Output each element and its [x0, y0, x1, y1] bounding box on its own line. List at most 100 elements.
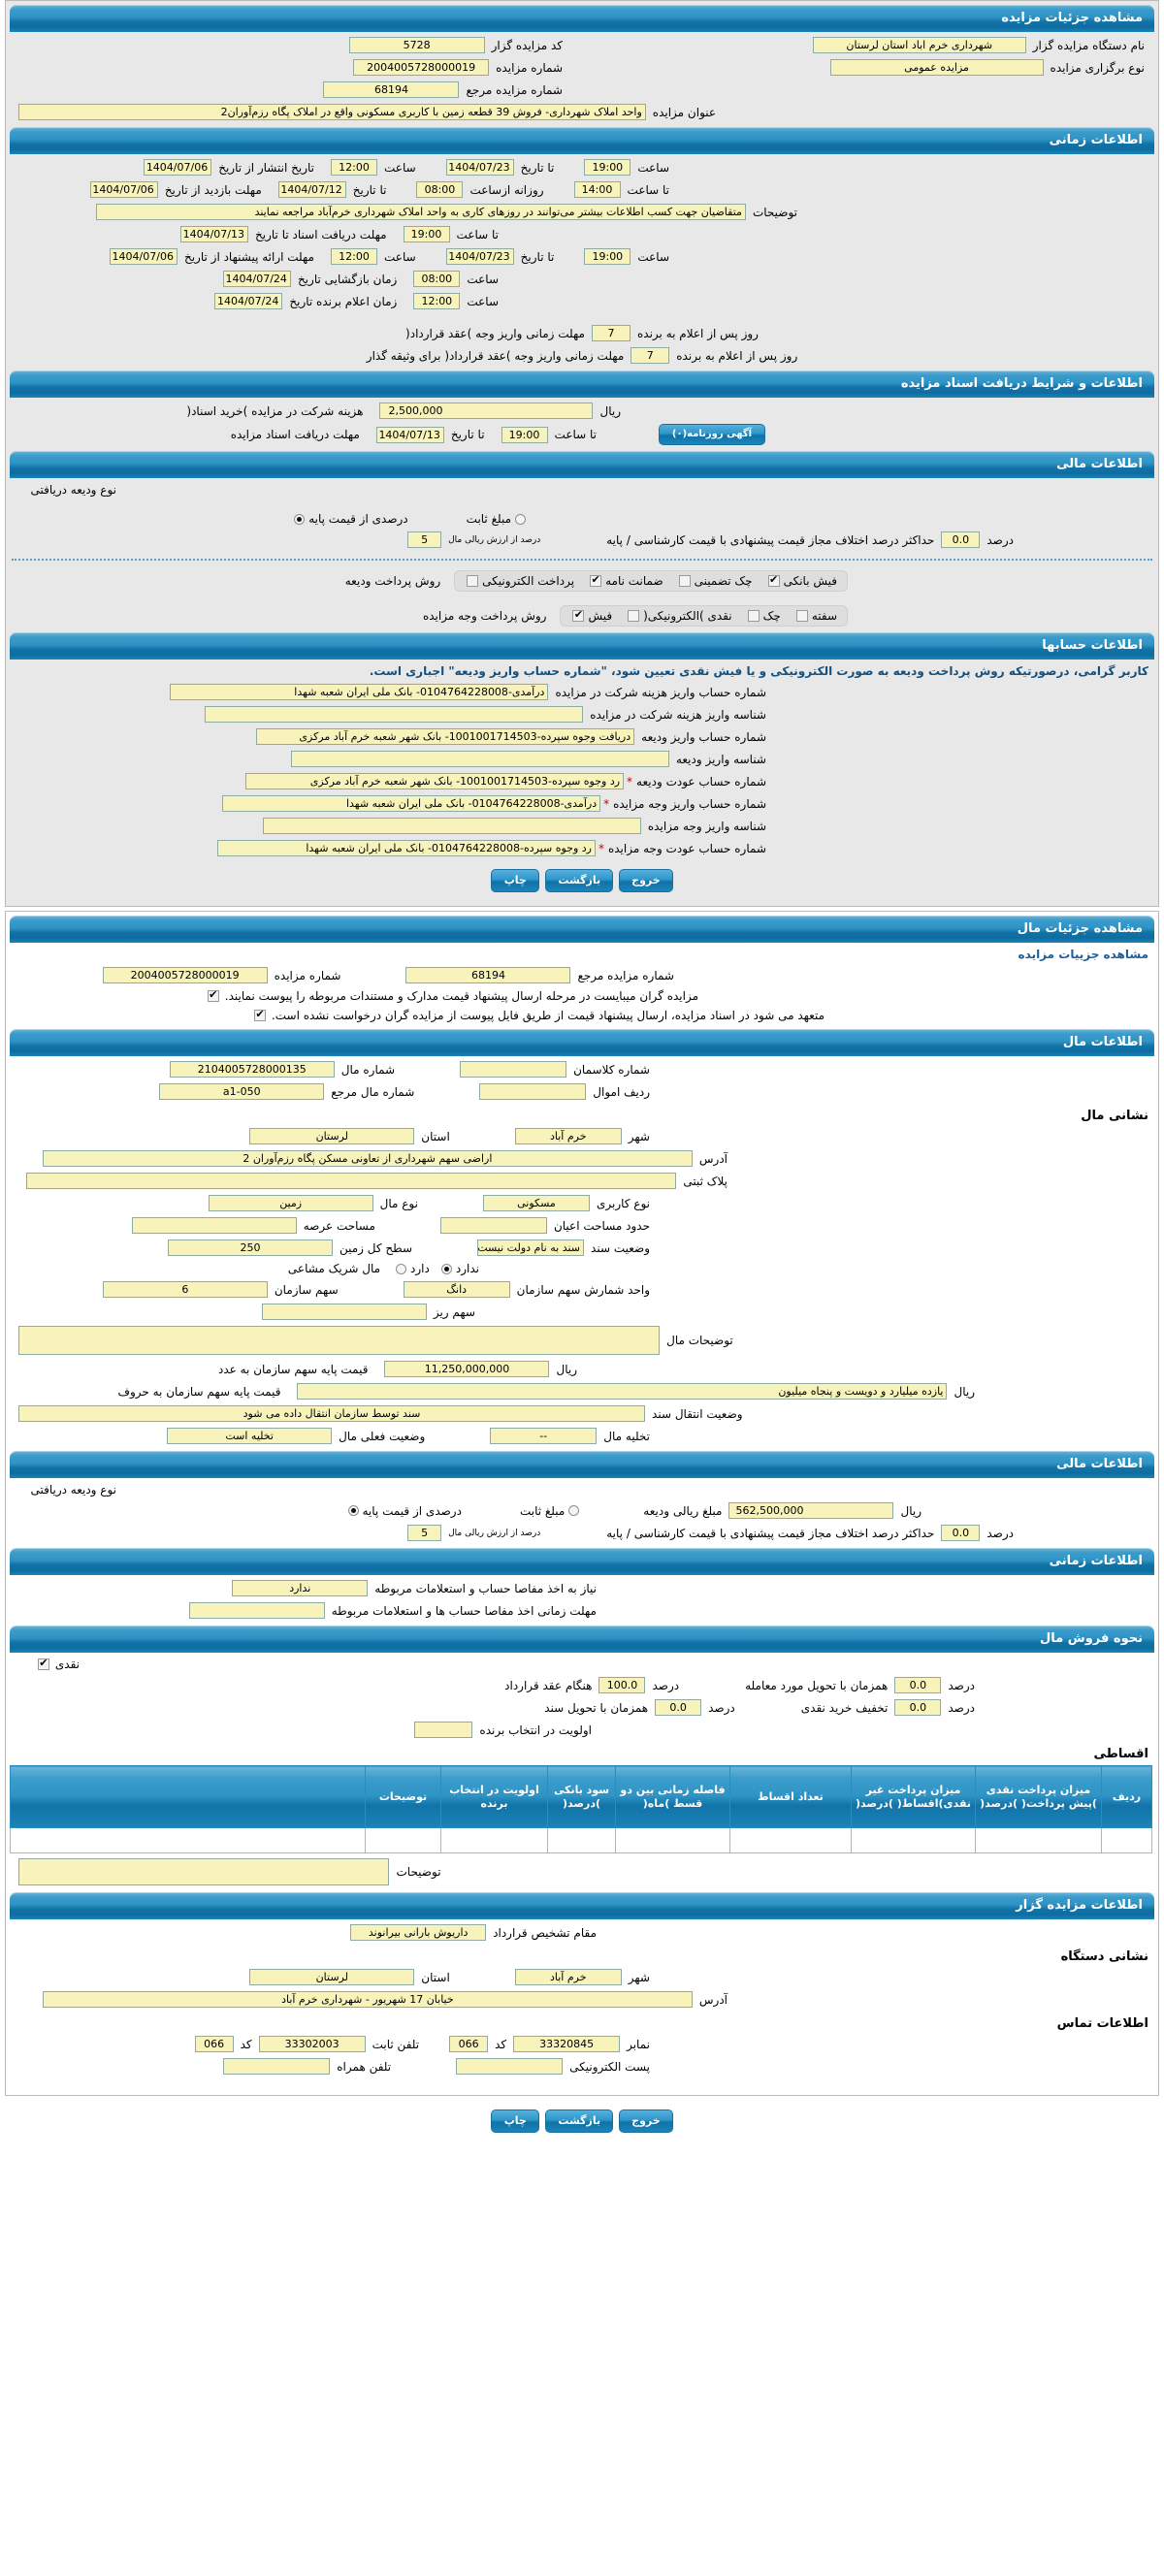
organizer-address-value[interactable]: خیابان 17 شهریور - شهرداری خرم آباد: [42, 1991, 693, 2008]
visit-daily-to[interactable]: 14:00: [573, 181, 621, 198]
docs-fee-value[interactable]: 2,500,000: [379, 402, 594, 419]
account-value-0[interactable]: درآمدی-0104764228008- بانک ملی ایران شعب…: [170, 684, 549, 700]
percent-value[interactable]: 5: [407, 531, 442, 548]
asset-check-2-checkbox[interactable]: [253, 1008, 266, 1021]
max-diff-2-value[interactable]: 0.0: [941, 1525, 981, 1541]
opening-date[interactable]: 1404/07/24: [222, 271, 291, 287]
at-doc-value[interactable]: 0.0: [655, 1699, 702, 1716]
payment-method-receipt[interactable]: فیش: [570, 608, 612, 623]
fixed-amount-2-radio[interactable]: [568, 1505, 580, 1516]
print-button-top[interactable]: چاپ: [491, 869, 540, 892]
landline-value[interactable]: 33302003: [258, 2036, 366, 2052]
winner-time[interactable]: 12:00: [413, 293, 461, 309]
doc-status-value[interactable]: سند به نام دولت نیست: [477, 1240, 585, 1256]
visit-description-value[interactable]: متقاضیان جهت کسب اطلاعات بیشتر می‌توانند…: [95, 204, 746, 220]
priority-value[interactable]: [414, 1722, 473, 1738]
max-diff-value[interactable]: 0.0: [941, 531, 981, 548]
docs-deadline-date-2[interactable]: 1404/07/13: [375, 426, 444, 443]
at-contract-value[interactable]: 100.0: [598, 1677, 646, 1693]
offer-from-date[interactable]: 1404/07/06: [109, 248, 178, 265]
percent-of-base-2-option[interactable]: درصدی از قیمت پایه: [346, 1504, 462, 1518]
email-value[interactable]: [456, 2058, 564, 2075]
percent-of-base-radio[interactable]: [294, 513, 306, 525]
deposit-method-electronic-checkbox[interactable]: [467, 575, 479, 587]
fax-value[interactable]: 33320845: [513, 2036, 621, 2052]
cash-discount-value[interactable]: 0.0: [894, 1699, 942, 1716]
auction-title-value[interactable]: واحد املاک شهرداری- فروش 39 قطعه زمین با…: [18, 104, 646, 120]
payment-method-check-checkbox[interactable]: [747, 610, 760, 622]
building-area-value[interactable]: [439, 1217, 547, 1234]
payment-method-check[interactable]: چک: [746, 609, 781, 623]
fax-code-value[interactable]: 066: [449, 2036, 489, 2052]
shared-hasnot-radio[interactable]: [440, 1263, 452, 1274]
offer-to-time[interactable]: 19:00: [584, 248, 631, 265]
usage-type-value[interactable]: مسکونی: [482, 1195, 590, 1211]
asset-registration-plate-value[interactable]: [26, 1173, 677, 1189]
ref-asset-number-value[interactable]: a1-050: [159, 1083, 325, 1100]
organizer-province-value[interactable]: لرستان: [249, 1969, 415, 1985]
publish-from-date[interactable]: 1404/07/06: [144, 159, 212, 176]
payment-method-cash-checkbox[interactable]: [628, 610, 640, 622]
opening-time[interactable]: 08:00: [413, 271, 461, 287]
fixed-amount-2-option[interactable]: مبلغ ثابت: [520, 1504, 581, 1518]
exit-button-bottom[interactable]: خروج: [619, 2109, 673, 2133]
percent-value-2[interactable]: 5: [407, 1525, 442, 1541]
asset-number-value[interactable]: 2104005728000135: [169, 1061, 335, 1078]
docs-deadline-time-2[interactable]: 19:00: [501, 426, 548, 443]
account-value-6[interactable]: [262, 818, 641, 834]
auction-number-value[interactable]: 2004005728000019: [353, 59, 490, 76]
classroom-number-value[interactable]: [460, 1061, 567, 1078]
asset-address-value[interactable]: اراضی سهم شهرداری از تعاونی مسکن پگاه رز…: [42, 1150, 693, 1167]
newspaper-ad-button[interactable]: آگهی روزنامه(۰): [659, 424, 765, 445]
organizer-city-value[interactable]: خرم آباد: [514, 1969, 622, 1985]
organizer-code-value[interactable]: 5728: [348, 37, 485, 53]
fixed-amount-radio[interactable]: [515, 513, 526, 525]
shared-hasnot-option[interactable]: ندارد: [439, 1262, 479, 1275]
need-clearance-value[interactable]: ندارد: [232, 1580, 369, 1596]
payment-deposit-days[interactable]: 7: [630, 347, 670, 364]
asset-type-value[interactable]: زمین: [208, 1195, 373, 1211]
asset-auction-number-value[interactable]: 2004005728000019: [102, 967, 268, 983]
account-value-2[interactable]: دریافت وجوه سپرده-1001001714503- بانک شه…: [256, 728, 635, 745]
property-row-value[interactable]: [479, 1083, 587, 1100]
contract-authority-value[interactable]: داریوش بارانی بیرانوند: [350, 1924, 487, 1941]
with-handover-value[interactable]: 0.0: [894, 1677, 942, 1693]
payment-method-promissory-checkbox[interactable]: [795, 610, 808, 622]
docs-deadline-time[interactable]: 19:00: [403, 226, 450, 242]
asset-check-1-checkbox[interactable]: [207, 988, 219, 1002]
deposit-method-guarantee-letter[interactable]: ضمانت نامه: [588, 573, 663, 588]
payment-method-cash[interactable]: نقدی )الکترونیکی(: [626, 609, 732, 623]
shared-has-option[interactable]: دارد: [394, 1262, 430, 1275]
visit-to-date[interactable]: 1404/07/12: [277, 181, 346, 198]
winner-date[interactable]: 1404/07/24: [214, 293, 283, 309]
print-button-bottom[interactable]: چاپ: [491, 2109, 540, 2133]
base-price-number-value[interactable]: 11,250,000,000: [384, 1361, 550, 1377]
docs-deadline-date[interactable]: 1404/07/13: [180, 226, 249, 242]
deposit-method-guaranteed-check[interactable]: چک تضمینی: [677, 574, 753, 588]
payment-contract-days[interactable]: 7: [592, 325, 630, 341]
org-share-unit-value[interactable]: دانگ: [403, 1281, 510, 1298]
transfer-status-value[interactable]: سند توسط سازمان انتقال داده می شود: [18, 1405, 646, 1422]
back-button-top[interactable]: بازگشت: [545, 869, 614, 892]
deposit-method-guarantee-letter-checkbox[interactable]: [590, 573, 602, 587]
offer-from-time[interactable]: 12:00: [331, 248, 377, 265]
asset-ref-auction-value[interactable]: 68194: [405, 967, 571, 983]
base-price-words-value[interactable]: یازده میلیارد و دویست و پنجاه میلیون: [297, 1383, 948, 1400]
account-value-7[interactable]: رد وجوه سپرده-0104764228008- بانک ملی ای…: [216, 840, 596, 856]
total-land-value[interactable]: 250: [167, 1240, 333, 1256]
account-value-5[interactable]: درآمدی-0104764228008- بانک ملی ایران شعب…: [222, 795, 601, 812]
organizer-name-value[interactable]: شهرداری خرم اباد استان لرستان: [812, 37, 1026, 53]
asset-city-value[interactable]: خرم آباد: [514, 1128, 622, 1144]
vacate-value[interactable]: --: [490, 1428, 598, 1444]
publish-from-time[interactable]: 12:00: [331, 159, 377, 176]
visit-from-date[interactable]: 1404/07/06: [89, 181, 158, 198]
asset-desc-value[interactable]: [18, 1326, 661, 1355]
current-status-value[interactable]: تخلیه است: [167, 1428, 333, 1444]
cash-option-checkbox[interactable]: [37, 1657, 49, 1670]
fixed-amount-option[interactable]: مبلغ ثابت: [467, 512, 528, 526]
back-button-bottom[interactable]: بازگشت: [545, 2109, 614, 2133]
deposit-method-guaranteed-check-checkbox[interactable]: [678, 575, 691, 587]
percent-of-base-2-radio[interactable]: [347, 1505, 359, 1516]
small-share-value[interactable]: [261, 1304, 427, 1320]
account-value-3[interactable]: [290, 751, 669, 767]
